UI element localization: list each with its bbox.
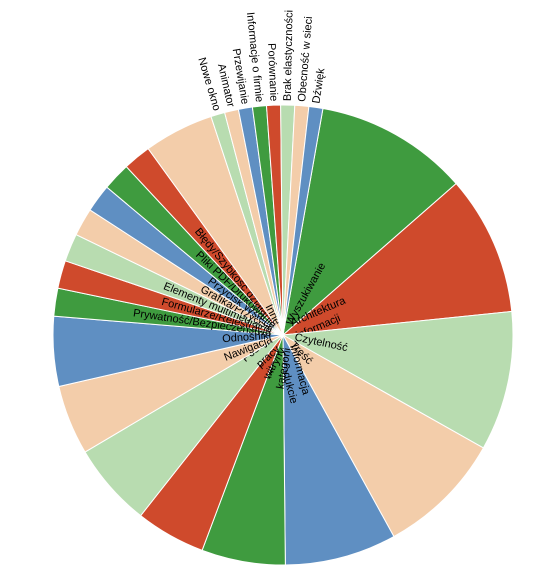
outer-slice-label: Porównanie xyxy=(265,43,279,102)
pie-chart: WyszukiwanieArchitekturainformacjiCzytel… xyxy=(0,0,536,585)
outer-slice-label: Brak elastyczności xyxy=(282,10,296,101)
pie-chart-svg: WyszukiwanieArchitekturainformacjiCzytel… xyxy=(0,0,536,585)
